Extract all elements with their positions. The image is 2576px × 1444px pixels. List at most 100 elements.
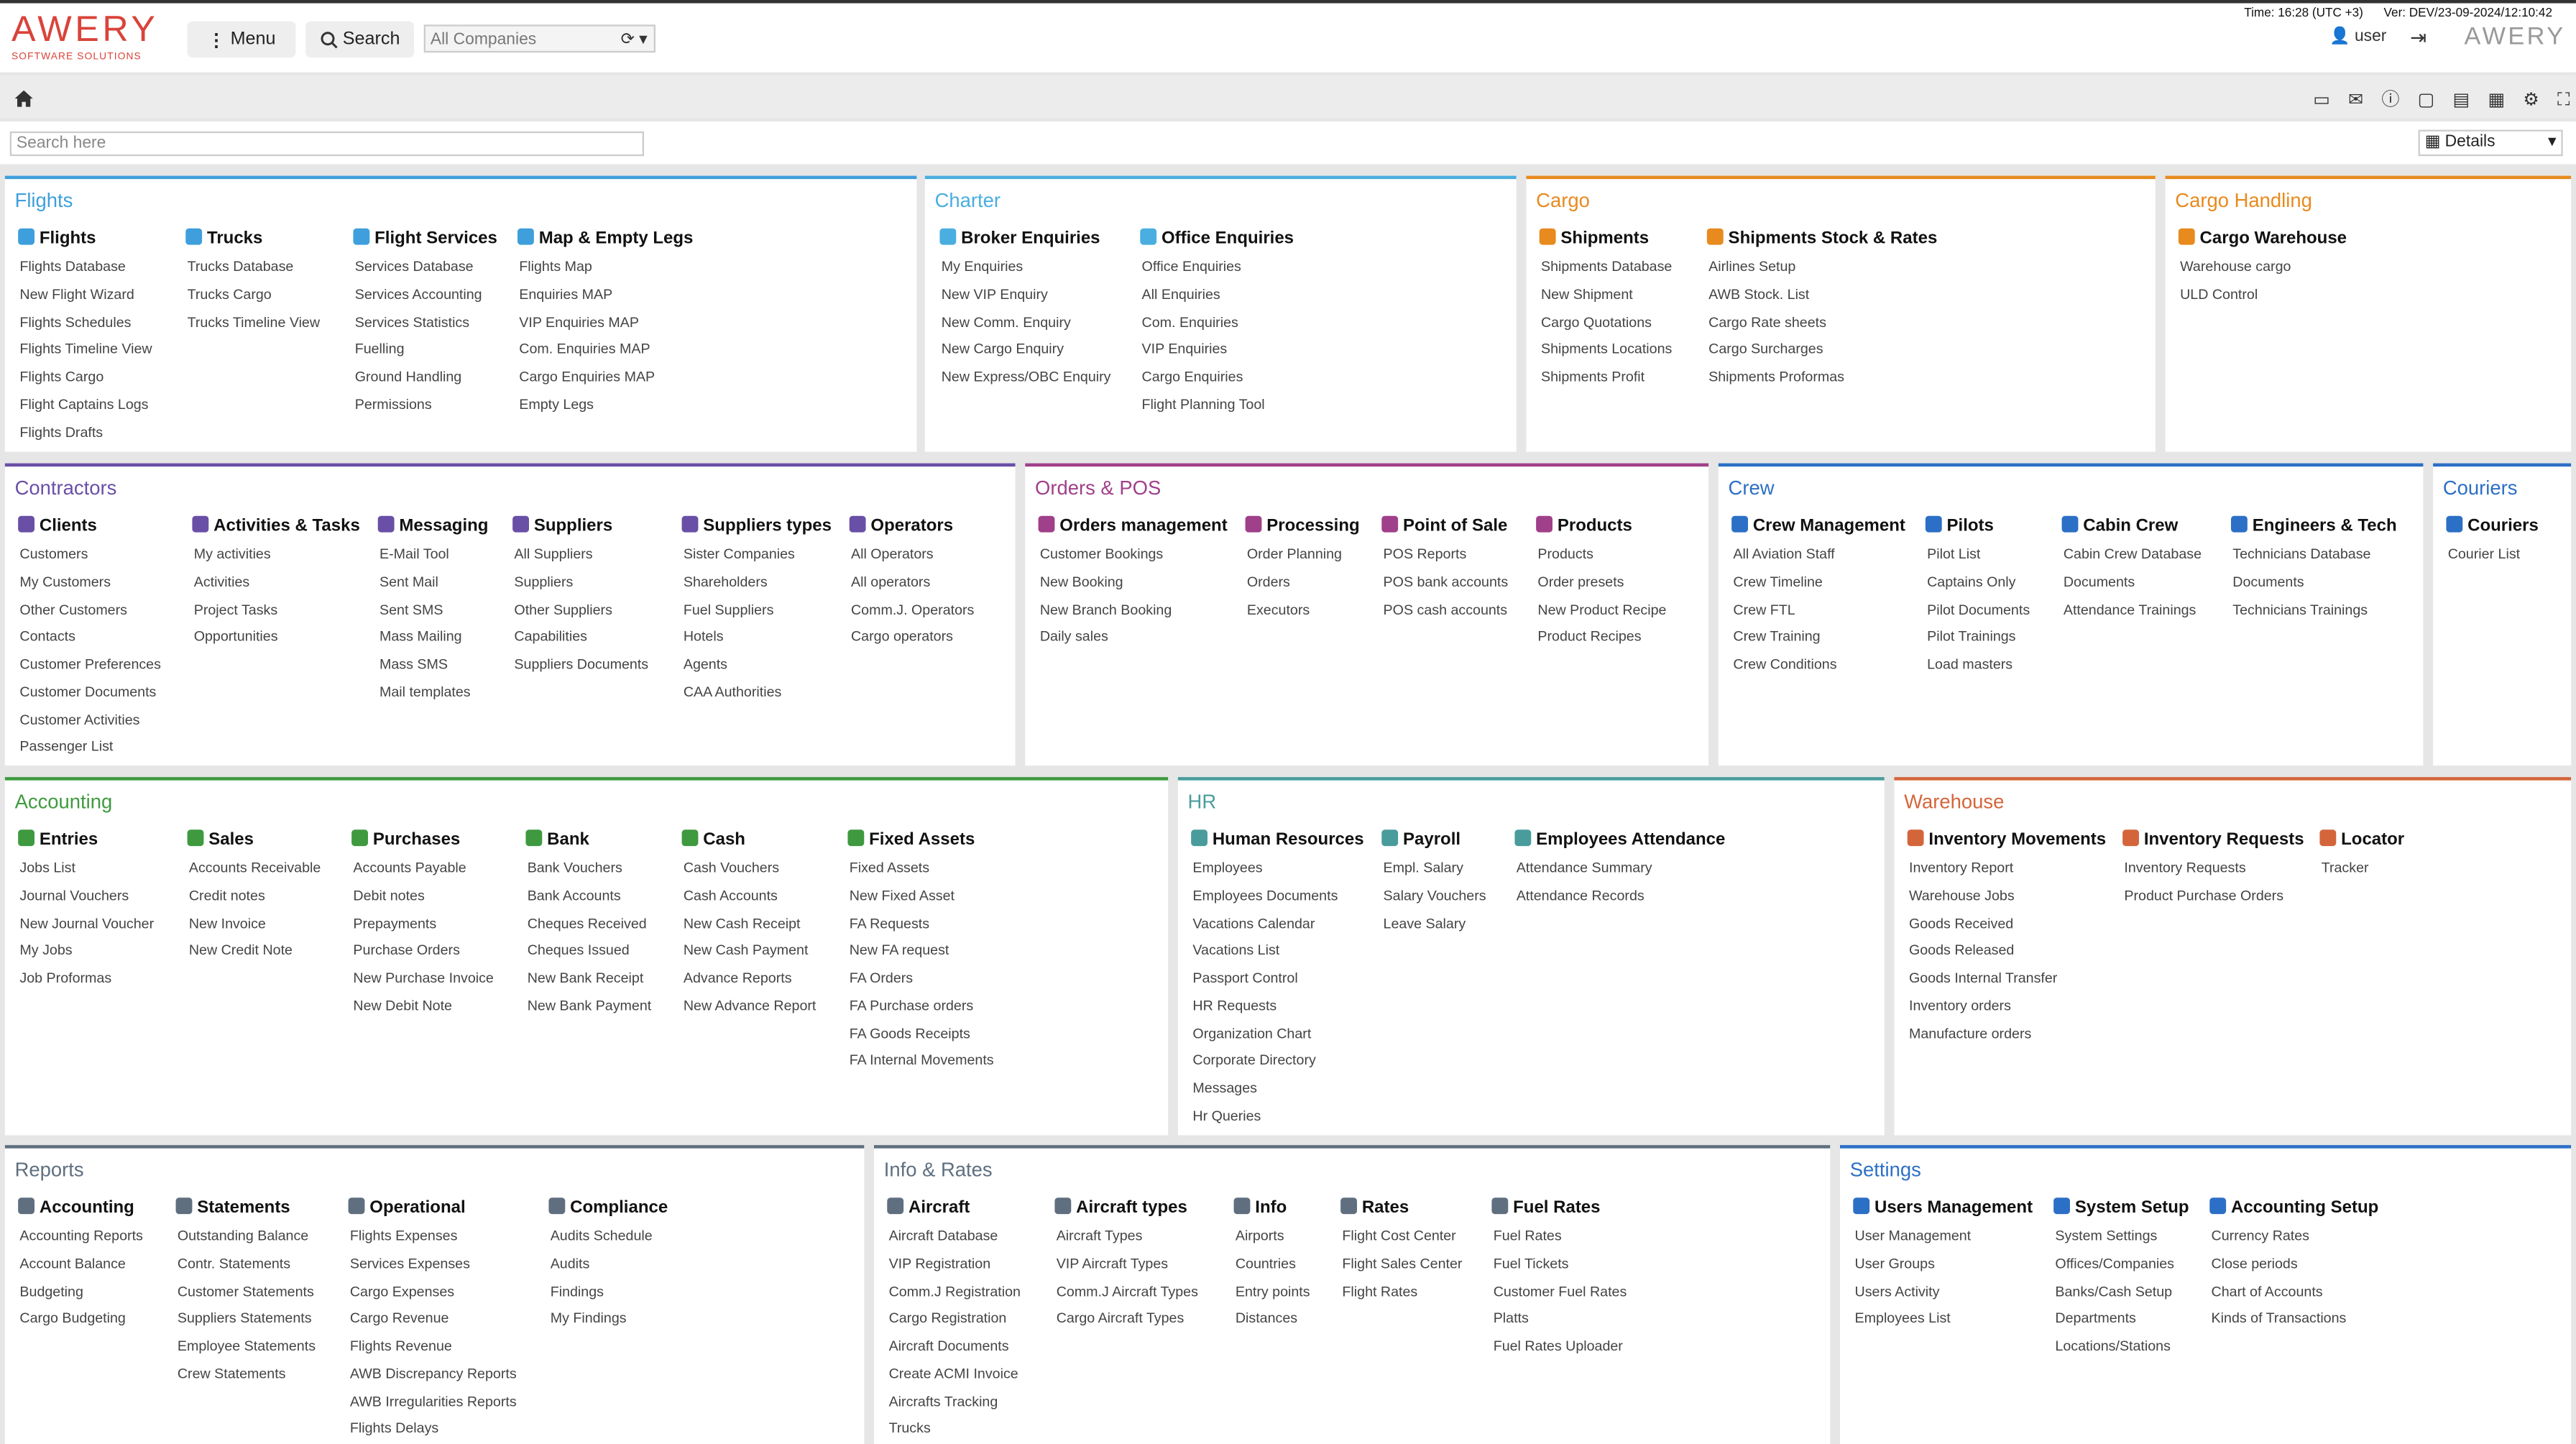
menu-link[interactable]: Employees	[1192, 859, 1263, 876]
menu-link[interactable]: VIP Aircraft Types	[1056, 1254, 1169, 1271]
menu-link[interactable]: Distances	[1235, 1310, 1298, 1327]
group-heading[interactable]: Cash	[681, 829, 745, 850]
menu-link[interactable]: Jobs List	[19, 859, 75, 876]
group-heading[interactable]: Sales	[187, 829, 254, 850]
menu-link[interactable]: Kinds of Transactions	[2211, 1310, 2347, 1327]
menu-link[interactable]: Cargo Aircraft Types	[1056, 1310, 1184, 1327]
menu-link[interactable]: Contr. Statements	[177, 1254, 291, 1271]
menu-link[interactable]: Mass Mailing	[379, 627, 462, 645]
menu-link[interactable]: New Branch Booking	[1039, 600, 1172, 617]
menu-link[interactable]: Services Accounting	[354, 285, 482, 302]
menu-link[interactable]: Executors	[1246, 600, 1310, 617]
menu-link[interactable]: Order presets	[1537, 573, 1624, 589]
menu-link[interactable]: Advance Reports	[683, 969, 792, 986]
menu-link[interactable]: Cabin Crew Database	[2063, 545, 2202, 562]
menu-link[interactable]: Users Activity	[1854, 1282, 1940, 1299]
menu-link[interactable]: Cash Accounts	[683, 886, 778, 903]
menu-link[interactable]: Warehouse Jobs	[1908, 886, 2015, 903]
menu-link[interactable]: Departments	[2055, 1310, 2136, 1327]
group-heading[interactable]: Processing	[1245, 515, 1360, 535]
menu-link[interactable]: Sister Companies	[683, 545, 795, 562]
menu-link[interactable]: Opportunities	[193, 627, 278, 645]
menu-link[interactable]: Comm.J Aircraft Types	[1056, 1282, 1198, 1299]
menu-link[interactable]: Documents	[2063, 573, 2135, 589]
menu-link[interactable]: Customers	[19, 545, 88, 562]
menu-link[interactable]: Warehouse cargo	[2180, 257, 2291, 275]
menu-link[interactable]: FA Orders	[849, 969, 914, 986]
menu-link[interactable]: Courier List	[2447, 545, 2521, 562]
menu-link[interactable]: Attendance Summary	[1516, 859, 1652, 876]
menu-link[interactable]: Activities	[193, 573, 250, 589]
menu-link[interactable]: User Groups	[1854, 1254, 1935, 1271]
menu-link[interactable]: Technicians Database	[2232, 545, 2371, 562]
group-heading[interactable]: Broker Enquiries	[939, 228, 1100, 248]
menu-link[interactable]: Cargo operators	[850, 627, 953, 645]
menu-link[interactable]: Shipments Profit	[1540, 367, 1645, 385]
menu-link[interactable]: Project Tasks	[193, 600, 278, 617]
menu-link[interactable]: Passenger List	[19, 737, 114, 755]
group-heading[interactable]: Payroll	[1381, 829, 1460, 850]
menu-link[interactable]: Audits	[550, 1254, 590, 1271]
menu-link[interactable]: System Settings	[2055, 1227, 2158, 1244]
group-heading[interactable]: Inventory Requests	[2122, 829, 2304, 850]
menu-link[interactable]: All Operators	[850, 545, 934, 562]
menu-link[interactable]: Goods Received	[1908, 914, 2014, 931]
menu-link[interactable]: Pilot Documents	[1927, 600, 2030, 617]
menu-link[interactable]: Trucks Cargo	[187, 285, 272, 302]
group-heading[interactable]: Entries	[18, 829, 98, 850]
menu-link[interactable]: Trucks Database	[187, 257, 294, 275]
menu-link[interactable]: Trucks	[888, 1420, 931, 1437]
group-heading[interactable]: Accounting Setup	[2209, 1197, 2378, 1218]
menu-link[interactable]: Technicians Trainings	[2232, 600, 2368, 617]
menu-link[interactable]: New Cash Receipt	[683, 914, 801, 931]
menu-link[interactable]: Aircrafts Tracking	[888, 1392, 998, 1409]
menu-link[interactable]: Prepayments	[353, 914, 437, 931]
group-heading[interactable]: Info	[1233, 1197, 1287, 1218]
group-heading[interactable]: Purchases	[351, 829, 460, 850]
group-heading[interactable]: Clients	[18, 515, 97, 535]
group-heading[interactable]: Fuel Rates	[1491, 1197, 1601, 1218]
menu-link[interactable]: New Bank Receipt	[527, 969, 644, 986]
menu-link[interactable]: Hotels	[683, 627, 724, 645]
group-heading[interactable]: Bank	[525, 829, 589, 850]
menu-link[interactable]: Customer Bookings	[1039, 545, 1164, 562]
menu-link[interactable]: Flights Database	[19, 257, 126, 275]
menu-link[interactable]: Suppliers	[514, 573, 574, 589]
menu-link[interactable]: Close periods	[2211, 1254, 2298, 1271]
group-heading[interactable]: Operational	[348, 1197, 466, 1218]
group-heading[interactable]: Statements	[175, 1197, 290, 1218]
menu-link[interactable]: Sent SMS	[379, 600, 443, 617]
menu-link[interactable]: Product Recipes	[1537, 627, 1642, 645]
menu-link[interactable]: Purchase Orders	[353, 942, 460, 959]
menu-link[interactable]: New Booking	[1039, 573, 1123, 589]
menu-link[interactable]: My Customers	[19, 573, 111, 589]
toolbar-icons[interactable]: ▭✉ⓘ▢▤▦⚙⛶	[2313, 90, 2576, 111]
menu-link[interactable]: New Express/OBC Enquiry	[941, 367, 1111, 385]
menu-link[interactable]: New VIP Enquiry	[941, 285, 1048, 302]
menu-link[interactable]: Flights Delays	[349, 1420, 439, 1437]
menu-link[interactable]: CAA Authorities	[683, 683, 782, 700]
menu-link[interactable]: Currency Rates	[2211, 1227, 2310, 1244]
group-heading[interactable]: Flights	[18, 228, 96, 248]
details-select[interactable]: ▦ Details ▾	[2418, 129, 2563, 157]
group-heading[interactable]: Pilots	[1925, 515, 1994, 535]
menu-link[interactable]: Offices/Companies	[2055, 1254, 2175, 1271]
menu-link[interactable]: Cargo Registration	[888, 1310, 1007, 1327]
logo[interactable]: AWERY	[11, 8, 159, 50]
menu-link[interactable]: Flights Timeline View	[19, 340, 152, 357]
menu-link[interactable]: Attendance Trainings	[2063, 600, 2196, 617]
menu-link[interactable]: Crew Conditions	[1733, 655, 1837, 672]
menu-link[interactable]: Trucks Timeline View	[187, 313, 321, 330]
menu-link[interactable]: Comm.J. Operators	[850, 600, 975, 617]
menu-link[interactable]: Orders	[1246, 573, 1290, 589]
menu-link[interactable]: My Enquiries	[941, 257, 1024, 275]
menu-link[interactable]: Mail templates	[379, 683, 471, 700]
menu-link[interactable]: Empl. Salary	[1383, 859, 1463, 876]
menu-link[interactable]: Bank Vouchers	[527, 859, 622, 876]
menu-link[interactable]: Cargo Quotations	[1540, 313, 1652, 330]
menu-link[interactable]: Load masters	[1927, 655, 2013, 672]
menu-link[interactable]: Countries	[1235, 1254, 1296, 1271]
menu-link[interactable]: VIP Enquiries	[1141, 340, 1228, 357]
menu-link[interactable]: Cargo Surcharges	[1708, 340, 1823, 357]
menu-link[interactable]: Fuel Rates Uploader	[1493, 1337, 1623, 1354]
